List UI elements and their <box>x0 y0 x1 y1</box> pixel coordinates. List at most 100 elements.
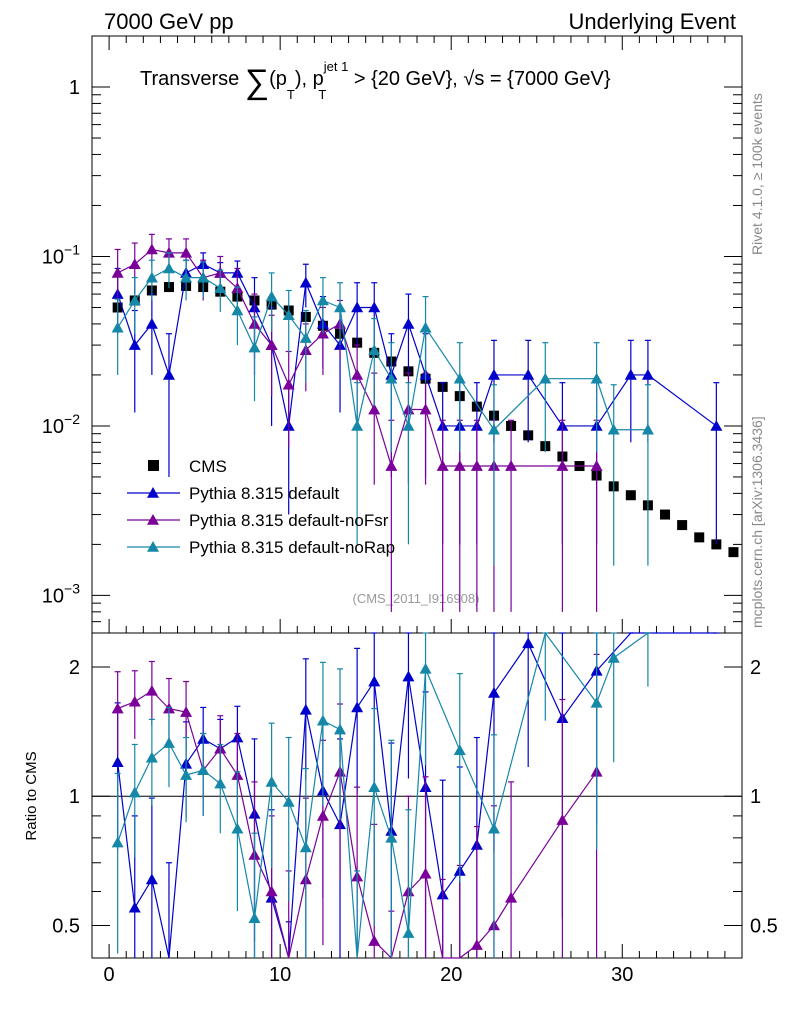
pythia-8-315-default-nofsr-point <box>145 243 158 255</box>
mcplots-label: mcplots.cern.ch [arXiv:1306.3436] <box>749 416 765 628</box>
pythia-8-315-default-norap-ratio-point <box>299 841 312 853</box>
pythia-8-315-default-norap-point <box>282 309 295 321</box>
x-tick-label: 10 <box>269 964 291 986</box>
pythia-8-315-default-norap-point <box>368 344 381 355</box>
ratio-tick-label-right: 2 <box>750 657 761 679</box>
pythia-8-315-default-norap-ratio-point <box>453 744 466 756</box>
main-axes: 10−3 10−2 10−1 1 <box>42 35 742 634</box>
pythia-8-315-default-ratio-point <box>368 675 381 687</box>
ratio-tick-label-left: 0.5 <box>52 915 80 937</box>
legend-label: Pythia 8.315 default-noFsr <box>189 511 389 530</box>
ratio-tick-label-right: 1 <box>750 786 761 808</box>
pythia-8-315-default-norap-point <box>128 294 141 306</box>
pythia-8-315-default-nofsr-point <box>436 460 449 471</box>
legend-label: Pythia 8.315 default <box>189 484 340 503</box>
pythia-8-315-default-norap-point <box>299 332 312 343</box>
pythia-8-315-default-norap-point <box>111 321 124 333</box>
cms-point <box>694 532 705 543</box>
pythia-8-315-default-norap-point <box>402 419 415 431</box>
pythia-8-315-default-norap-point <box>248 341 261 353</box>
pythia-8-315-default-nofsr-ratio-point <box>368 935 381 946</box>
pythia-8-315-default-nofsr-point <box>453 460 466 471</box>
pythia-8-315-default-nofsr-point <box>470 460 483 471</box>
ratio-axes: 0.5 0.5 1 1 2 2 <box>52 657 778 937</box>
pythia-8-315-default-norap-ratio-point <box>145 751 158 763</box>
pythia-8-315-default-ratio-point <box>522 637 535 649</box>
pythia-8-315-default-nofsr-point <box>180 246 193 258</box>
x-axis: 0 10 20 30 <box>104 36 726 986</box>
main-series <box>111 233 739 612</box>
pythia-8-315-default-norap-ratio-point <box>282 795 295 807</box>
pythia-8-315-default-norap-point <box>162 262 175 274</box>
pythia-8-315-default-nofsr-point <box>282 378 295 390</box>
pythia-8-315-default-nofsr-point <box>265 339 278 350</box>
pythia-8-315-default-nofsr-point <box>556 460 569 471</box>
pythia-8-315-default-norap-point <box>351 419 364 431</box>
pythia-8-315-default-norap-point <box>265 290 278 302</box>
pythia-8-315-default-norap-ratio-line <box>117 631 649 959</box>
pythia-8-315-default-norap-ratio-point <box>419 662 432 674</box>
pythia-8-315-default-norap-ratio-point <box>214 777 227 789</box>
x-tick-label: 30 <box>611 964 633 986</box>
pythia-8-315-default-norap-point <box>180 271 193 283</box>
pythia-8-315-default-norap-ratio-point <box>180 769 193 780</box>
pythia-8-315-default-nofsr-ratio-point <box>505 891 518 903</box>
pythia-8-315-default-norap-ratio-point <box>590 696 603 708</box>
pythia-8-315-default-point <box>351 301 364 313</box>
pythia-8-315-default-nofsr-point <box>385 460 398 471</box>
header-left: 7000 GeV pp <box>104 9 234 34</box>
y-tick-label: 10−1 <box>42 241 80 268</box>
pythia-8-315-default-ratio-point <box>351 701 364 713</box>
pythia-8-315-default-nofsr-ratio-point <box>180 706 193 717</box>
ratio-ylabel: Ratio to CMS <box>23 751 40 840</box>
pythia-8-315-default-norap-line <box>117 267 648 431</box>
pythia-8-315-default-norap-point <box>453 372 466 384</box>
legend: CMS Pythia 8.315 default Pythia 8.315 defa… <box>127 457 395 557</box>
pythia-8-315-default-norap-ratio-point <box>316 714 329 726</box>
x-tick-label: 0 <box>104 964 115 986</box>
header-right: Underlying Event <box>568 9 736 34</box>
pythia-8-315-default-norap-point <box>316 294 329 306</box>
cms-point <box>728 547 739 558</box>
rivet-label: Rivet 4.1.0, ≥ 100k events <box>749 93 765 255</box>
pythia-8-315-default-nofsr-ratio-point <box>556 814 569 825</box>
pythia-8-315-default-ratio-point <box>111 756 124 768</box>
pythia-8-315-default-point <box>624 368 637 380</box>
ratio-tick-label-left: 2 <box>69 657 80 679</box>
pythia-8-315-default-nofsr-point <box>368 403 381 415</box>
pythia-8-315-default-norap-point <box>214 282 227 293</box>
pythia-8-315-default-norap-ratio-point <box>248 912 261 923</box>
cms-point <box>677 520 688 531</box>
pythia-8-315-default-norap-ratio-point <box>607 651 620 663</box>
pythia-8-315-default-nofsr-ratio-point <box>111 702 124 714</box>
pythia-8-315-default-norap-point <box>641 423 654 435</box>
pythia-8-315-default-ratio-point <box>487 686 500 698</box>
pythia-8-315-default-point <box>522 368 535 380</box>
pythia-8-315-default-point <box>162 368 175 380</box>
pythia-8-315-default-nofsr-ratio-point <box>145 684 158 696</box>
pythia-8-315-default-point <box>368 301 381 313</box>
pythia-8-315-default-nofsr-point <box>590 460 603 471</box>
y-tick-label: 10−3 <box>42 580 80 607</box>
pythia-8-315-default-nofsr-ratio-point <box>316 809 329 821</box>
pythia-8-315-default-point <box>145 317 158 329</box>
pythia-8-315-default-norap-point <box>145 271 158 283</box>
pythia-8-315-default-norap-point <box>334 301 347 313</box>
legend-label: Pythia 8.315 default-noRap <box>189 538 395 557</box>
pythia-8-315-default-nofsr-point <box>419 403 432 415</box>
pythia-8-315-default-norap-ratio-point <box>162 737 175 748</box>
y-tick-label: 10−2 <box>42 411 80 438</box>
pythia-8-315-default-point <box>299 276 312 288</box>
pythia-8-315-default-norap-point <box>590 372 603 384</box>
pythia-8-315-default-norap-ratio-point <box>197 764 210 775</box>
pythia-8-315-default-nofsr-point <box>111 266 124 278</box>
pythia-8-315-default-norap-ratio-point <box>334 723 347 735</box>
ratio-series <box>111 631 720 960</box>
pythia-8-315-default-norap-ratio-point <box>111 836 124 848</box>
pythia-8-315-default-ratio-point <box>299 703 312 715</box>
pythia-8-315-default-nofsr-ratio-point <box>128 695 141 707</box>
legend-pythia-8-315-default-norap-marker <box>147 541 159 552</box>
pythia-8-315-default-nofsr-point <box>351 368 364 380</box>
pythia-8-315-default-ratio-point <box>128 901 141 913</box>
legend-label: CMS <box>189 457 227 476</box>
